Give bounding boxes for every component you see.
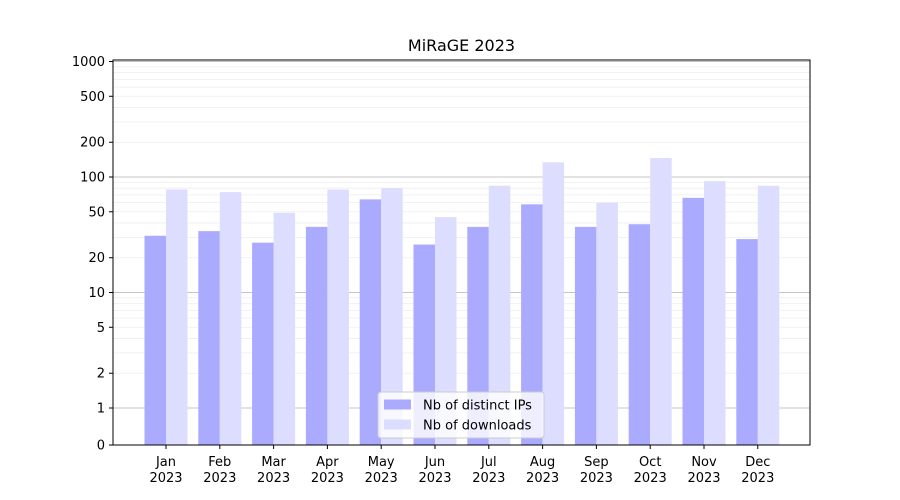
chart-title: MiRaGE 2023 [408, 36, 515, 55]
x-tick-label-month: Feb [208, 455, 231, 470]
legend-label: Nb of downloads [423, 419, 532, 434]
y-tick-label: 100 [80, 171, 105, 186]
y-tick-label: 50 [88, 205, 105, 220]
bar-distinct-ips-apr [305, 226, 328, 445]
x-tick-label-year: 2023 [687, 471, 720, 486]
bar-downloads-dec [757, 185, 780, 446]
x-tick-label-month: Sep [584, 455, 609, 470]
x-tick-label-month: Jan [155, 455, 176, 470]
bar-distinct-ips-dec [736, 239, 758, 445]
x-tick-label-year: 2023 [203, 471, 236, 486]
legend-label: Nb of distinct IPs [423, 399, 532, 414]
bar-downloads-jan [166, 189, 188, 445]
bar-downloads-aug [542, 162, 565, 445]
y-tick-label: 2 [97, 367, 105, 382]
x-tick-label-year: 2023 [472, 471, 505, 486]
bar-distinct-ips-feb [198, 231, 220, 445]
bar-downloads-sep [596, 202, 618, 445]
bar-distinct-ips-jan [144, 235, 166, 445]
y-tick-label: 1000 [72, 55, 105, 70]
x-tick-label-month: May [368, 455, 395, 470]
y-tick-label: 0 [97, 439, 105, 454]
legend-box [377, 391, 545, 439]
bar-distinct-ips-may [359, 199, 382, 445]
x-tick-label-month: Aug [530, 455, 555, 470]
legend-swatch [384, 399, 411, 410]
bar-distinct-ips-jul [467, 226, 489, 445]
y-tick-label: 20 [88, 251, 105, 266]
y-tick-label: 200 [80, 136, 105, 151]
bar-downloads-mar [273, 212, 296, 445]
x-tick-label-month: Jun [424, 455, 445, 470]
x-tick-label-month: Mar [261, 455, 286, 470]
bar-downloads-jun [435, 217, 457, 445]
bar-distinct-ips-sep [574, 226, 597, 445]
x-tick-label-year: 2023 [257, 471, 290, 486]
bar-distinct-ips-mar [252, 242, 274, 445]
y-tick-label: 1 [97, 402, 105, 417]
x-tick-label-month: Nov [691, 455, 717, 470]
x-tick-label-year: 2023 [418, 471, 451, 486]
bar-distinct-ips-aug [521, 204, 543, 445]
x-tick-label-year: 2023 [149, 471, 182, 486]
bar-downloads-oct [650, 158, 672, 445]
x-tick-label-month: Oct [639, 455, 661, 470]
bar-downloads-apr [327, 189, 349, 445]
legend-swatch [384, 419, 411, 430]
bar-distinct-ips-nov [682, 197, 704, 445]
axis-layer: 01251020501002005001000Jan2023Feb2023Mar… [72, 55, 774, 486]
x-tick-label-month: Jul [480, 455, 497, 470]
bar-downloads-nov [704, 181, 726, 446]
x-tick-label-year: 2023 [311, 471, 344, 486]
y-tick-label: 500 [80, 90, 105, 105]
bar-distinct-ips-oct [628, 224, 651, 445]
plot-frame [112, 59, 811, 446]
x-tick-label-year: 2023 [741, 471, 774, 486]
legend: Nb of distinct IPs Nb of downloads [377, 391, 545, 439]
y-tick-label: 5 [97, 321, 105, 336]
bar-downloads-jul [488, 185, 511, 446]
x-tick-label-month: Apr [316, 455, 339, 470]
x-tick-label-year: 2023 [580, 471, 613, 486]
x-tick-label-year: 2023 [634, 471, 667, 486]
bar-downloads-may [381, 188, 403, 445]
y-tick-label: 10 [88, 286, 105, 301]
x-tick-label-year: 2023 [365, 471, 398, 486]
bar-downloads-feb [219, 192, 242, 445]
x-tick-label-year: 2023 [526, 471, 559, 486]
x-tick-label-month: Dec [745, 455, 770, 470]
